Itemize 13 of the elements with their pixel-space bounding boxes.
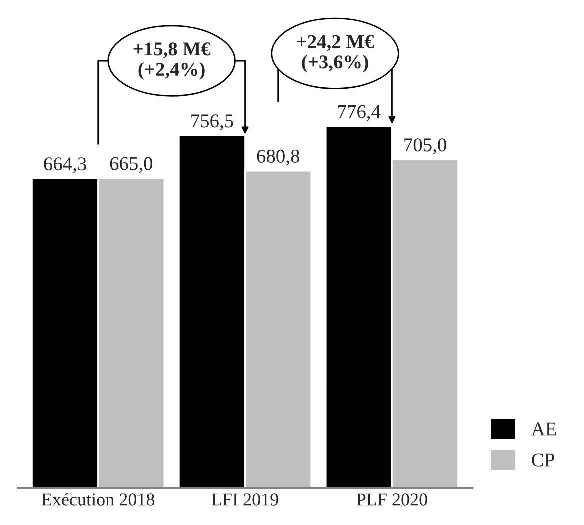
data-label: 665,0 [110,157,153,174]
x-tick-label: PLF 2020 [356,494,428,506]
legend-label: CP [532,454,554,467]
data-label: 680,8 [257,150,300,166]
legend-label: AE [532,422,556,436]
data-label: 664,3 [44,158,86,174]
data-label: 776,4 [338,105,381,122]
x-tick-label: LFI 2019 [212,494,278,506]
text: +24,2 M€ (+3,6%) [297,35,374,73]
x-tick-label: Exécution 2018 [42,493,155,506]
data-label: 705,0 [404,138,446,155]
text: +15,8 M€ (+2,4%) [134,42,211,80]
data-label: 756,5 [192,114,234,131]
